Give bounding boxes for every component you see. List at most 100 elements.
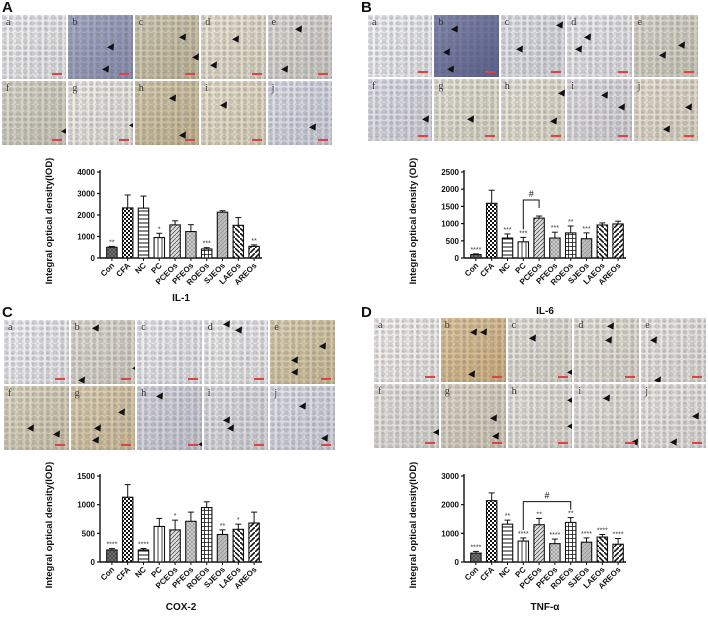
micrograph-a-d: d	[201, 15, 266, 79]
micrograph-c-i: i	[203, 386, 269, 450]
arrowhead-icon	[93, 424, 104, 434]
bar-roeos	[200, 248, 213, 259]
micrograph-label: a	[372, 17, 377, 28]
scale-bar	[320, 378, 331, 380]
micrograph-label: f	[378, 386, 382, 397]
bar-cfa	[485, 500, 498, 563]
significance-marker: ***	[582, 226, 590, 233]
bar-con	[470, 254, 482, 259]
scale-bar	[121, 378, 132, 380]
arrowhead-icon	[61, 127, 67, 137]
x-tick-label: NC	[497, 261, 512, 276]
arrowhead-icon	[102, 65, 113, 75]
scale-bar	[625, 376, 636, 378]
micrograph-a-h: h	[134, 81, 200, 145]
bar-pfeos	[185, 520, 197, 563]
arrowhead-icon	[575, 45, 586, 55]
arrowhead-icon	[222, 416, 233, 426]
micrograph-d-j: j	[641, 384, 706, 448]
arrowhead-icon	[280, 65, 291, 75]
arrowhead-icon	[198, 440, 202, 450]
scale-bar	[251, 139, 262, 141]
scale-bar	[491, 376, 502, 378]
y-tick-label: 1000	[441, 529, 459, 538]
arrowhead-icon	[684, 103, 695, 113]
micrograph-b-b: b	[434, 15, 499, 77]
arrowhead-icon	[443, 48, 454, 58]
micrograph-d-c: c	[507, 318, 573, 382]
bar-pc	[153, 237, 166, 259]
micrograph-label: c	[138, 17, 144, 28]
bar-areos	[612, 543, 624, 563]
arrowhead-icon	[27, 424, 37, 434]
significance-marker: **	[568, 511, 574, 518]
micrograph-label: c	[504, 17, 510, 28]
scale-bar	[424, 442, 435, 444]
scale-bar	[52, 73, 63, 75]
scale-bar	[551, 71, 562, 73]
bar-con	[106, 549, 118, 563]
micrograph-grid-a: a b c d e f g h i j	[2, 15, 332, 146]
arrowhead-icon	[77, 376, 88, 384]
micrograph-c-f: f	[4, 386, 69, 450]
micrograph-label: j	[645, 386, 648, 397]
significance-marker: **	[220, 523, 226, 530]
micrograph-label: b	[74, 322, 80, 333]
arrowhead-icon	[319, 342, 330, 352]
scale-bar	[185, 139, 196, 141]
scale-bar	[551, 135, 562, 137]
chart-cox2: Integral optical density(IOD) 0 500 1000 150…	[40, 462, 270, 620]
arrowhead-icon	[662, 125, 673, 135]
bar-nc	[137, 207, 150, 259]
y-tick-label: 1000	[77, 233, 95, 242]
bar-cfa	[121, 207, 134, 259]
bar-pfeos	[549, 543, 561, 563]
micrograph-d-g: g	[440, 384, 506, 448]
micrograph-label: c	[511, 320, 517, 331]
y-axis-label: Integral optical density(IOD)	[44, 462, 55, 589]
micrograph-b-a: a	[368, 15, 433, 77]
significance-marker: ***	[203, 241, 211, 248]
bar-sjeos	[580, 541, 593, 563]
arrowhead-icon	[692, 412, 703, 422]
y-axis-label: Integral optical density(IOD)	[44, 158, 55, 285]
arrowhead-icon	[489, 414, 500, 424]
bar-areos	[248, 245, 260, 259]
bar-pceos	[169, 224, 181, 259]
panel-letter-c: C	[2, 304, 13, 321]
arrowhead-icon	[491, 432, 502, 442]
micrograph-label: d	[578, 320, 584, 331]
scale-bar	[418, 135, 429, 137]
scale-bar	[254, 444, 265, 446]
arrowhead-icon	[549, 117, 560, 127]
micrograph-label: f	[372, 81, 376, 92]
y-tick-label: 3000	[441, 472, 459, 481]
y-tick-label: 500	[82, 529, 96, 538]
bar-pceos	[533, 217, 545, 259]
arrowhead-icon	[291, 368, 302, 378]
bar-pfeos	[185, 231, 197, 259]
micrograph-c-d: d	[203, 320, 269, 384]
arrowhead-icon	[650, 336, 661, 346]
significance-marker: ****	[581, 531, 592, 538]
scale-bar	[187, 444, 198, 446]
arrowhead-icon	[131, 364, 136, 374]
micrograph-c-e: e	[270, 320, 335, 384]
comparison-bracket-label: #	[544, 491, 549, 501]
micrograph-b-j: j	[633, 79, 698, 141]
significance-marker: ****	[518, 531, 529, 538]
x-tick-label: Con	[99, 565, 116, 582]
y-tick-label: 0	[91, 254, 96, 263]
arrowhead-icon	[605, 336, 616, 346]
micrograph-d-b: b	[440, 318, 506, 382]
y-tick-label: 2000	[441, 185, 459, 194]
bar-laeos	[232, 224, 245, 259]
micrograph-label: d	[207, 322, 213, 333]
micrograph-label: j	[637, 81, 641, 92]
micrograph-b-f: f	[368, 79, 433, 141]
comparison-bracket-label: #	[529, 189, 534, 199]
micrograph-c-a: a	[4, 320, 69, 384]
x-tick-label: NC	[133, 261, 148, 276]
micrograph-d-h: h	[507, 384, 573, 448]
x-tick-label: Con	[99, 261, 116, 278]
